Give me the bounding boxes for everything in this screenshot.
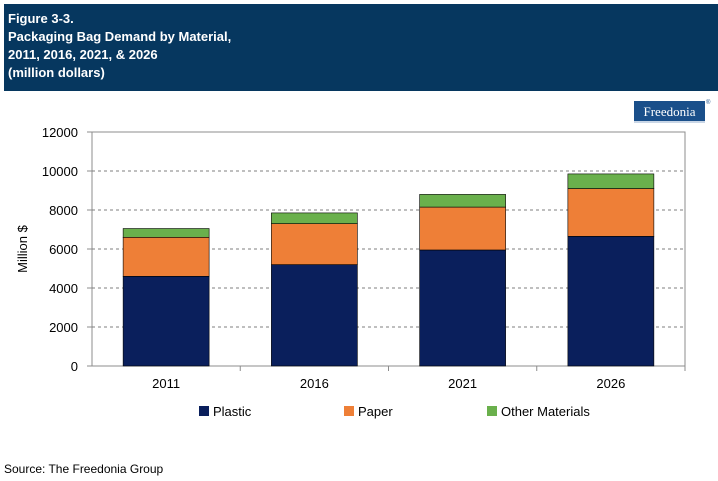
legend-swatch-plastic — [199, 406, 209, 416]
bar-other-materials-2011 — [122, 228, 210, 238]
figure-header: Figure 3-3. Packaging Bag Demand by Mate… — [4, 4, 718, 91]
bar-plastic-2021 — [419, 249, 506, 367]
y-tick-label: 0 — [71, 359, 78, 374]
y-tick-label: 2000 — [49, 320, 78, 335]
registered-mark: ® — [706, 100, 711, 106]
legend-swatch-paper — [344, 406, 354, 416]
bar-paper-2016 — [271, 223, 358, 265]
figure-units: (million dollars) — [8, 65, 105, 80]
source-note: Source: The Freedonia Group — [4, 462, 164, 476]
legend-label-other-materials: Other Materials — [501, 404, 590, 419]
bar-other-materials-2021 — [419, 194, 506, 208]
x-tick-label: 2011 — [152, 376, 180, 391]
bar-other-materials-2026 — [567, 173, 655, 189]
legend-label-plastic: Plastic — [213, 404, 252, 419]
y-tick-label: 6000 — [49, 242, 78, 257]
x-tick-label: 2016 — [300, 376, 329, 391]
bar-paper-2026 — [567, 188, 655, 237]
bar-other-materials-2016 — [271, 212, 358, 224]
x-tick-label: 2021 — [448, 376, 477, 391]
legend-label-paper: Paper — [358, 404, 393, 419]
legend-swatch-other-materials — [487, 406, 497, 416]
bar-paper-2011 — [122, 237, 210, 277]
bar-plastic-2011 — [122, 275, 210, 367]
bar-plastic-2016 — [271, 264, 358, 367]
y-axis-label: Million $ — [15, 224, 30, 272]
figure-number: Figure 3-3. — [8, 11, 74, 26]
figure-years: 2011, 2016, 2021, & 2026 — [8, 47, 158, 62]
y-tick-label: 12000 — [42, 125, 78, 140]
bar-paper-2021 — [419, 206, 506, 251]
bar-plastic-2026 — [567, 236, 655, 367]
freedonia-logo: Freedonia — [634, 101, 705, 123]
y-tick-label: 4000 — [49, 281, 78, 296]
figure-title: Packaging Bag Demand by Material, — [8, 29, 232, 44]
x-tick-label: 2026 — [596, 376, 625, 391]
y-tick-label: 8000 — [49, 203, 78, 218]
y-tick-label: 10000 — [42, 164, 78, 179]
